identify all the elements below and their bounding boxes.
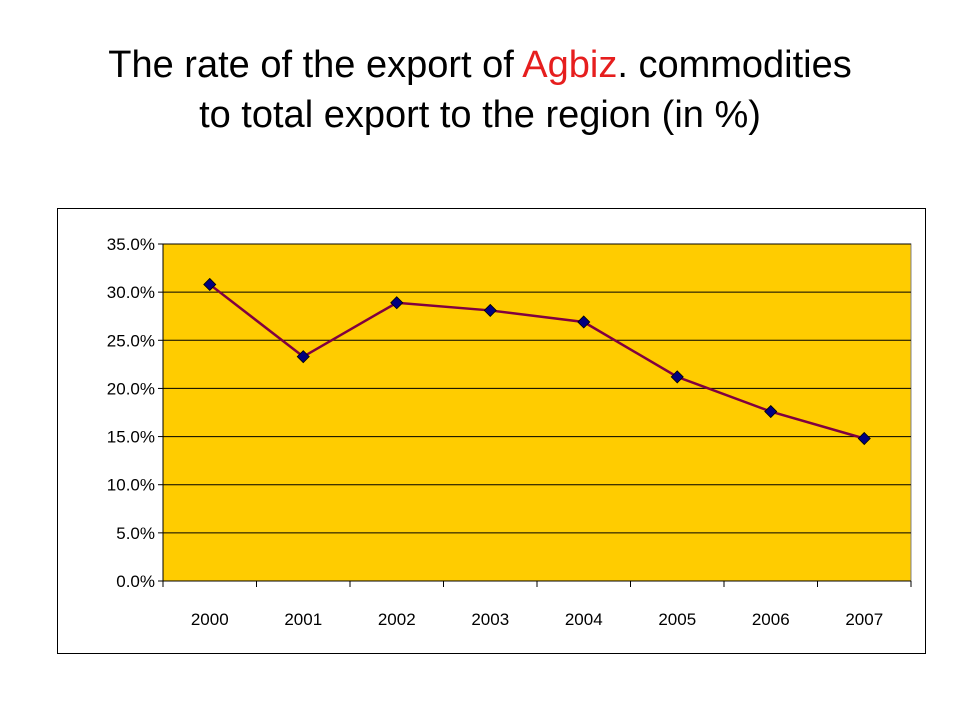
y-tick-label: 35.0%	[107, 235, 155, 254]
title-text-post: . commodities	[617, 44, 852, 86]
data-point-marker	[483, 303, 497, 318]
x-tick-label: 2002	[378, 610, 416, 629]
title-text-pre: The rate of the export of	[108, 44, 523, 86]
x-tick-label: 2005	[658, 610, 696, 629]
slide-title: The rate of the export of Agbiz. commodi…	[0, 40, 960, 140]
data-point-marker	[390, 296, 404, 310]
data-point-marker	[857, 431, 871, 446]
chart-frame: 0.0% 5.0% 10.0% 15.0% 20.0% 25.0% 30.0% 35.0% 20…	[57, 208, 926, 654]
x-tick-label: 2001	[284, 610, 322, 629]
title-line-1: The rate of the export of Agbiz. commodi…	[0, 40, 960, 90]
data-point-marker	[577, 315, 591, 329]
y-tick-label: 10.0%	[107, 476, 155, 495]
data-point-marker	[670, 370, 684, 384]
title-highlight-agbiz: Agbiz	[522, 44, 618, 86]
data-point-marker	[764, 404, 778, 419]
y-tick-label: 25.0%	[107, 331, 155, 350]
y-tick-label: 5.0%	[116, 524, 155, 543]
line-chart: 0.0% 5.0% 10.0% 15.0% 20.0% 25.0% 30.0% 35.0% 20…	[107, 235, 912, 629]
x-tick-label: 2004	[565, 610, 603, 629]
y-tick-label: 15.0%	[107, 428, 155, 447]
x-tick-label: 2007	[845, 610, 883, 629]
y-tick-label: 30.0%	[107, 283, 155, 302]
y-tick-label: 0.0%	[116, 572, 155, 591]
x-tick-label: 2006	[752, 610, 790, 629]
x-tick-label: 2000	[191, 610, 229, 629]
x-tick-label: 2003	[471, 610, 509, 629]
series-line	[208, 283, 865, 440]
data-point-marker	[296, 350, 310, 364]
y-tick-label: 20.0%	[107, 379, 155, 398]
plot-area	[162, 243, 912, 582]
data-point-marker	[203, 277, 217, 292]
title-line-2: to total export to the region (in %)	[199, 94, 761, 136]
